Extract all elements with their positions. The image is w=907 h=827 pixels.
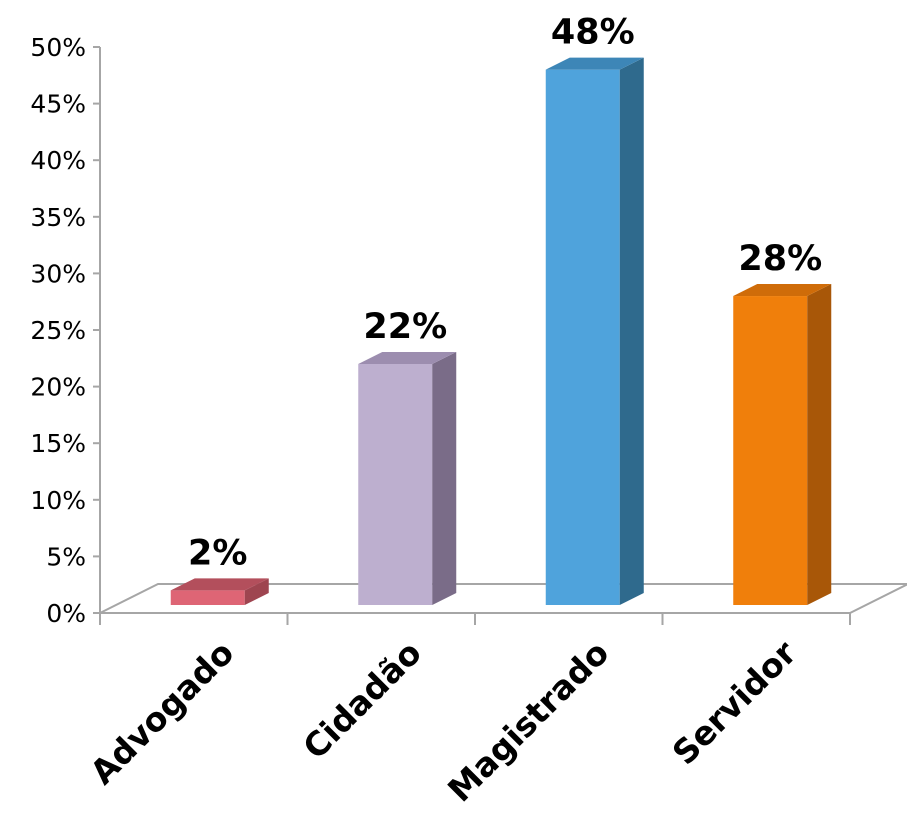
bar [170,578,269,605]
category-label: Servidor [665,633,805,773]
bar-top [358,351,457,364]
y-tick-label: 45% [30,90,86,119]
category-label: Advogado [83,633,242,792]
y-tick-label: 25% [30,316,86,345]
data-label: 48% [551,13,635,53]
y-axis: 0% 5% 10% 15% 20% 25% 30% 35% 40% 45% 50% [30,33,851,628]
y-tick-label: 15% [30,429,86,458]
y-tick-label: 50% [30,33,86,62]
category-label: Magistrado [440,633,616,809]
data-label: 2% [188,533,247,573]
y-tick-label: 0% [46,599,86,628]
bar-side [619,57,644,605]
bar-side [432,351,457,605]
bar-front [545,69,620,605]
bar-side [244,578,269,605]
data-label: 22% [363,307,447,347]
bar-series [170,57,832,605]
category-label: Cidadão [295,633,429,767]
floor-plane [99,583,907,614]
y-tick-label: 10% [30,486,86,515]
chart-floor [99,583,907,614]
bar-front [733,296,808,605]
bar-top [545,57,644,70]
y-tick-label: 40% [30,146,86,175]
y-tick-label: 35% [30,203,86,232]
bar-side [807,284,832,605]
data-label: 28% [738,239,822,279]
x-axis-labels: Advogado Cidadão Magistrado Servidor [83,633,805,810]
bar-front [358,363,433,605]
bar-top [170,578,269,591]
data-labels: 2% 22% 48% 28% [188,13,822,574]
bar [358,351,457,605]
bar-top [733,284,832,297]
y-tick-label: 5% [46,542,86,571]
bar [545,57,644,605]
bar [733,284,832,605]
bar-front [170,590,245,605]
y-tick-label: 30% [30,259,86,288]
y-tick-label: 20% [30,373,86,402]
